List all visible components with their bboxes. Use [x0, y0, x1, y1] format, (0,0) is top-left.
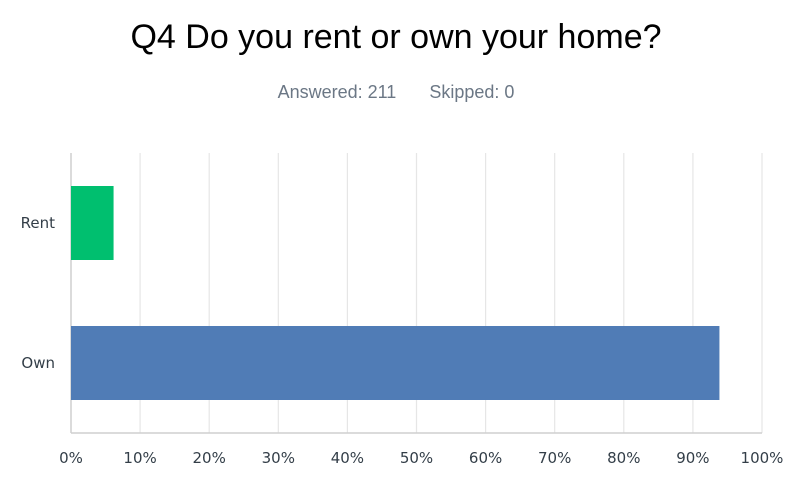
x-tick-label: 80%: [607, 449, 640, 467]
x-tick-label: 0%: [59, 449, 83, 467]
x-tick-label: 20%: [193, 449, 226, 467]
chart-title: Q4 Do you rent or own your home?: [130, 18, 662, 56]
x-tick-label: 30%: [262, 449, 295, 467]
skipped-count: Skipped: 0: [429, 82, 515, 102]
y-category-label: Own: [21, 354, 55, 372]
bar-own: [71, 326, 720, 400]
x-tick-label: 90%: [676, 449, 709, 467]
x-tick-label: 50%: [400, 449, 433, 467]
x-tick-label: 40%: [331, 449, 364, 467]
response-summary: Answered: 211 Skipped: 0: [0, 82, 792, 103]
y-category-label: Rent: [21, 214, 55, 232]
x-tick-label: 60%: [469, 449, 502, 467]
x-tick-label: 70%: [538, 449, 571, 467]
x-tick-label: 100%: [741, 449, 784, 467]
bar-rent: [71, 186, 114, 260]
x-tick-label: 10%: [123, 449, 156, 467]
answered-count: Answered: 211: [277, 82, 397, 102]
